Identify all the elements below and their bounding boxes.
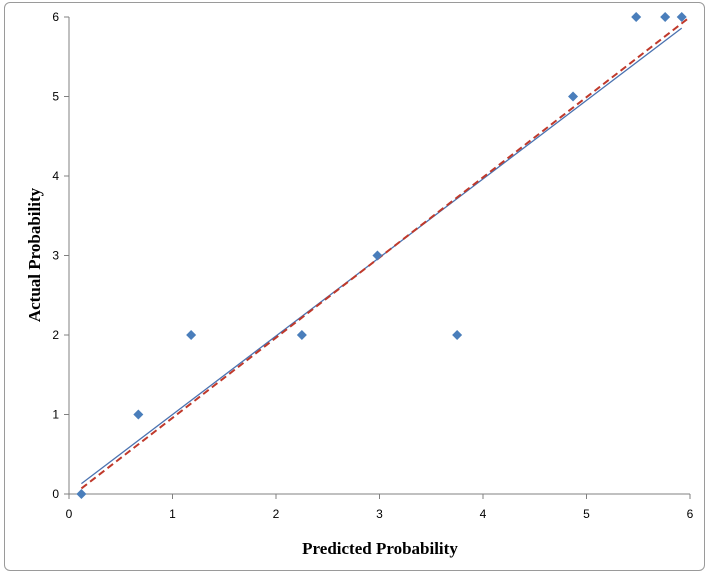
x-tick-label: 6	[687, 507, 694, 521]
data-point	[676, 12, 687, 22]
y-tick-labels: 0 1 2 3 4 5 6	[52, 10, 69, 501]
data-point	[631, 12, 642, 22]
data-point	[452, 330, 463, 340]
x-tick-labels: 0 1 2 3 4 5 6	[66, 494, 694, 521]
y-tick-label: 0	[52, 487, 59, 501]
y-tick-label: 1	[52, 408, 59, 422]
x-tick-label: 2	[273, 507, 280, 521]
x-tick-label: 5	[583, 507, 590, 521]
dashed-reference-line	[80, 16, 691, 490]
data-point	[660, 12, 671, 22]
data-point	[372, 250, 383, 261]
data-points	[76, 12, 687, 499]
x-axis-title: Predicted Probability	[302, 539, 458, 558]
data-point	[186, 330, 197, 340]
y-axis-title: Actual Probability	[25, 187, 44, 322]
data-point	[133, 409, 144, 420]
y-tick-label: 4	[52, 169, 59, 183]
x-tick-label: 4	[480, 507, 487, 521]
data-point	[296, 330, 307, 340]
trend-lines	[80, 16, 691, 490]
y-tick-label: 3	[52, 249, 59, 263]
y-tick-label: 2	[52, 328, 59, 342]
data-point	[568, 91, 579, 102]
x-tick-label: 1	[169, 507, 176, 521]
x-tick-label: 0	[66, 507, 73, 521]
data-point	[76, 489, 87, 499]
y-tick-label: 6	[52, 10, 59, 24]
x-tick-label: 3	[376, 507, 383, 521]
y-tick-label: 5	[52, 90, 59, 104]
